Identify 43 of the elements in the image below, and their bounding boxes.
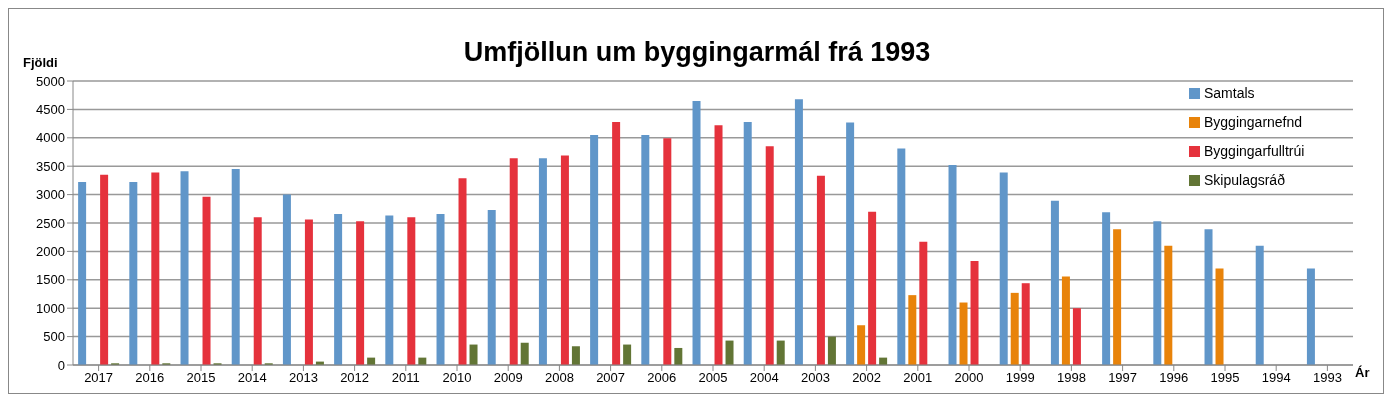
x-tick-label: 2005 (698, 370, 728, 386)
x-tick-label: 2003 (800, 370, 830, 386)
x-tick-label: 2014 (237, 370, 267, 386)
x-tick-label: 2006 (647, 370, 677, 386)
x-tick-label: 2001 (903, 370, 933, 386)
x-tick-label: 2012 (340, 370, 370, 386)
legend-label: Byggingarfulltrúi (1204, 142, 1305, 161)
x-tick-label: 2007 (596, 370, 626, 386)
chart-title: Umfjöllun um byggingarmál frá 1993 (463, 37, 931, 67)
x-tick-label: 1996 (1159, 370, 1189, 386)
x-tick-label: 2002 (852, 370, 882, 386)
x-tick-label: 1994 (1261, 370, 1291, 386)
y-tick-label: 3000 (36, 187, 65, 203)
x-tick-label: 1997 (1108, 370, 1138, 386)
x-tick-label: 2004 (749, 370, 779, 386)
y-tick-label: 0 (57, 357, 65, 373)
y-tick-label: 3500 (36, 158, 65, 174)
y-axis-title: Fjöldi (23, 55, 58, 70)
y-tick-label: 2500 (36, 215, 65, 231)
x-tick-label: 2013 (288, 370, 318, 386)
y-tick-label: 2000 (36, 244, 65, 260)
legend-label: Byggingarnefnd (1204, 113, 1303, 132)
y-tick-label: 1500 (36, 272, 65, 288)
y-tick-label: 4000 (36, 130, 65, 146)
legend-label: Skipulagsráð (1204, 171, 1285, 190)
y-tick-label: 5000 (36, 73, 65, 89)
x-tick-label: 1993 (1312, 370, 1342, 386)
x-tick-label: 2010 (442, 370, 472, 386)
legend-label: Samtals (1204, 84, 1255, 103)
x-tick-label: 2011 (391, 370, 420, 386)
x-tick-label: 1998 (1056, 370, 1086, 386)
x-tick-label: 2017 (84, 370, 114, 386)
x-tick-label: 2009 (493, 370, 523, 386)
x-axis-title: Ár (1355, 364, 1370, 380)
y-tick-label: 1000 (36, 300, 65, 316)
y-tick-label: 500 (43, 329, 65, 345)
x-tick-label: 2008 (544, 370, 574, 386)
x-tick-label: 2016 (135, 370, 165, 386)
x-tick-label: 2015 (186, 370, 216, 386)
y-tick-label: 4500 (36, 102, 65, 118)
x-tick-label: 1999 (1005, 370, 1035, 386)
x-tick-label: 2000 (954, 370, 984, 386)
x-tick-label: 1995 (1210, 370, 1240, 386)
